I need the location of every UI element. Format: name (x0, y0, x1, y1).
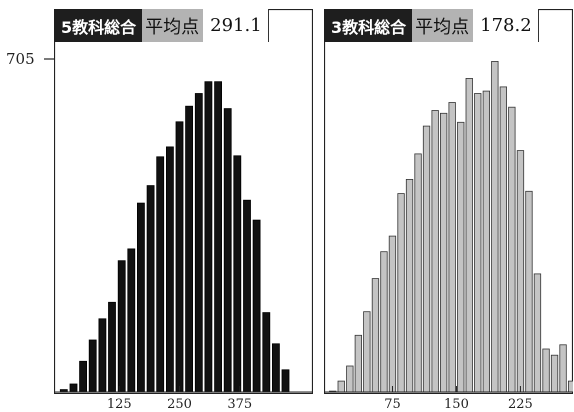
histogram-bar (499, 86, 508, 393)
histogram-bar (271, 343, 280, 393)
histogram-bar (525, 190, 533, 393)
histogram-bar (156, 156, 165, 393)
y-axis: 705 (6, 50, 54, 68)
histogram-bar (88, 339, 97, 393)
histogram-bar (98, 318, 107, 393)
histogram-bar (281, 369, 290, 393)
histogram-bar (214, 81, 223, 393)
chart-panel-5-subjects: 5教科総合 平均点 291.1 (54, 9, 313, 394)
chart-header-3-subjects: 3教科総合 平均点 178.2 (324, 9, 539, 42)
x-tick-label: 150 (444, 397, 469, 412)
x-tick-label: 250 (167, 397, 192, 412)
histogram-bar (516, 150, 525, 393)
histogram-bar (185, 105, 194, 393)
histogram-bar (262, 312, 271, 393)
chart-panel-3-subjects: 3教科総合 平均点 178.2 (324, 9, 573, 394)
histogram-bar (457, 121, 465, 393)
histogram-bar (175, 121, 184, 393)
histogram-bar (482, 90, 491, 393)
histogram-bar (431, 110, 439, 393)
histogram-bar (363, 311, 371, 393)
histogram-bar (117, 260, 126, 393)
histogram-bar (69, 383, 78, 393)
histogram-bar (337, 380, 345, 393)
chart-title: 3教科総合 (324, 9, 413, 42)
average-label: 平均点 (142, 9, 204, 42)
histogram-bar (146, 185, 155, 393)
histogram-bar (542, 348, 550, 393)
histogram-bar (567, 380, 573, 393)
histogram-bar (388, 235, 397, 393)
histogram-3-subjects (324, 9, 573, 394)
histogram-bar (166, 146, 174, 393)
histogram-bar (397, 193, 405, 393)
histogram-bar (371, 278, 380, 393)
histogram-bar (137, 202, 145, 393)
histogram-bar (533, 273, 542, 393)
histogram-bar (448, 102, 456, 393)
x-tick-label: 75 (384, 397, 401, 412)
histogram-bar (474, 93, 482, 393)
histogram-bar (233, 155, 242, 393)
histogram-bar (405, 178, 414, 393)
average-value: 291.1 (203, 9, 269, 42)
histogram-5-subjects (54, 9, 313, 394)
histogram-bar (354, 334, 363, 393)
chart-title: 5教科総合 (54, 9, 143, 42)
histogram-bar (465, 78, 473, 393)
histogram-bar (252, 219, 261, 393)
x-tick-label: 125 (107, 397, 132, 412)
histogram-bar (559, 344, 567, 393)
histogram-bar (414, 153, 422, 393)
histogram-bar (243, 199, 251, 393)
histogram-bar (108, 301, 116, 393)
histogram-bar (380, 251, 388, 393)
histogram-bar (491, 61, 499, 393)
average-label: 平均点 (412, 9, 474, 42)
average-value: 178.2 (473, 9, 539, 42)
histogram-bar (346, 365, 354, 393)
histogram-bar (508, 106, 516, 393)
histogram-bar (204, 81, 213, 393)
histogram-bar (79, 360, 88, 393)
histogram-bar (440, 112, 448, 393)
histogram-bar (127, 248, 136, 393)
plot-frame (54, 9, 313, 394)
x-tick-label: 225 (508, 397, 533, 412)
histogram-bar (223, 108, 232, 393)
y-tick-label-max: 705 (6, 50, 35, 68)
histogram-bar (422, 125, 431, 393)
x-tick-label: 375 (227, 397, 252, 412)
histogram-bar (194, 93, 203, 393)
chart-header-5-subjects: 5教科総合 平均点 291.1 (54, 9, 269, 42)
x-tick-labels: 125 250 375 75 150 225 (107, 397, 533, 412)
histogram-bar (550, 354, 559, 393)
